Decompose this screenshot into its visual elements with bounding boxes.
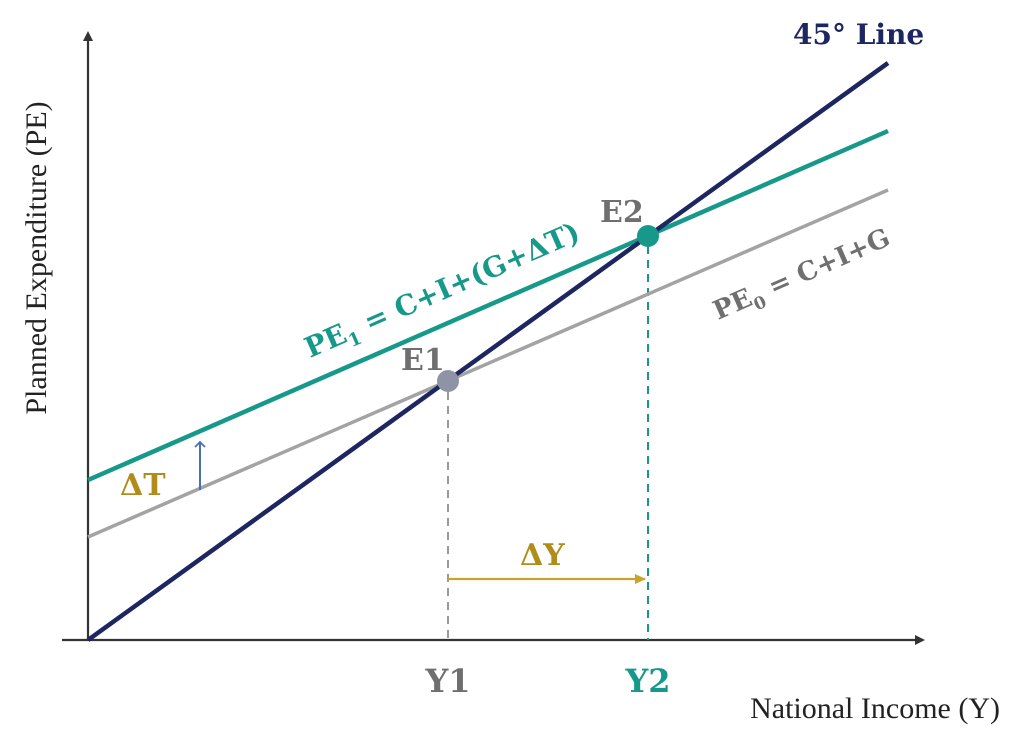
pe0-label-main: PE [709,283,757,326]
y1-tick-label: Y1 [424,662,470,700]
x-axis-title: National Income (Y) [750,692,1000,725]
pe1-label-main: PE [300,317,352,364]
delta-y-label: ΔY [520,538,565,573]
e2-point [637,225,659,247]
forty-five-line-label: 45° Line [793,18,924,51]
e2-label: E2 [600,195,644,230]
delta-t-label: ΔT [120,468,166,503]
e1-point [437,370,459,392]
pe0-line [87,188,889,539]
forty-five-degree-line [86,61,890,642]
e1-label: E1 [401,343,445,378]
y2-tick-label: Y2 [624,662,670,700]
pe0-label-rest: = C+I+G [756,223,895,306]
pe0-label: PE0 = C+I+G [709,223,897,331]
pe1-line [87,128,889,483]
y-axis-title: Planned Expenditure (PE) [20,101,53,414]
